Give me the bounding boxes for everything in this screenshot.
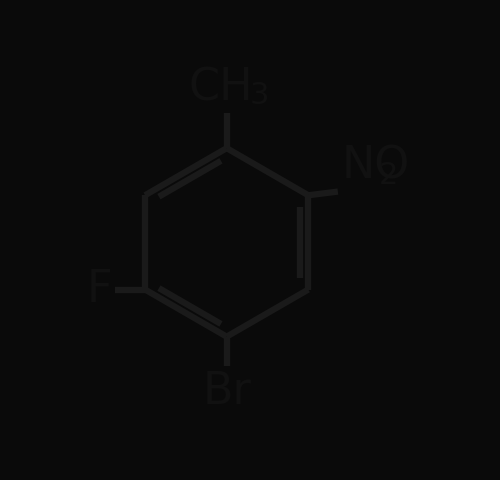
Text: Br: Br [202, 370, 251, 413]
Text: F: F [86, 268, 112, 311]
Text: CH: CH [189, 66, 254, 109]
Text: 3: 3 [250, 82, 269, 110]
Text: NO: NO [342, 145, 410, 188]
Text: 2: 2 [378, 161, 398, 190]
